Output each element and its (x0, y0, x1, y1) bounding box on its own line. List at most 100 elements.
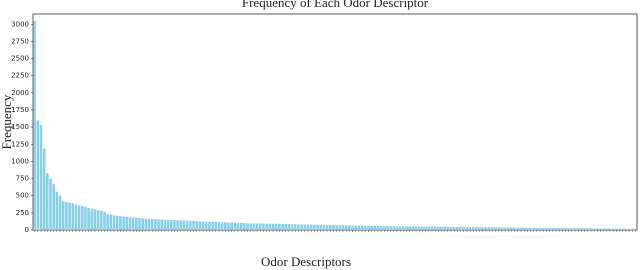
bar (389, 226, 392, 230)
bar (166, 219, 170, 230)
bar (128, 217, 132, 230)
bar (309, 224, 313, 230)
bar (173, 220, 176, 230)
bar (500, 227, 504, 230)
bar (112, 215, 116, 230)
bar (402, 226, 405, 230)
y-tick-label: 250 (16, 209, 29, 217)
bar (433, 226, 437, 230)
bar (510, 227, 513, 230)
bar (602, 228, 605, 230)
bar (462, 226, 466, 230)
bar (96, 210, 100, 230)
y-tick-label: 1250 (11, 140, 29, 148)
bar (71, 203, 75, 230)
y-tick-label: 3000 (11, 20, 29, 28)
bar (150, 219, 154, 230)
bar (634, 228, 637, 230)
bar (115, 215, 119, 230)
bar (506, 227, 510, 230)
bar (316, 224, 319, 230)
bar (363, 225, 367, 230)
bar (481, 227, 485, 230)
bar (68, 202, 71, 230)
bar (417, 226, 421, 230)
bar (583, 228, 586, 230)
bar (87, 208, 90, 230)
bar (430, 226, 434, 230)
bar (179, 220, 183, 230)
y-tick-label: 1500 (11, 123, 29, 131)
bar (271, 223, 275, 230)
bar (252, 223, 256, 230)
bar (135, 217, 138, 230)
bar (109, 214, 113, 230)
bar (281, 223, 284, 230)
bar (548, 227, 551, 230)
bar (217, 222, 221, 230)
bar (33, 20, 36, 230)
bar (526, 227, 529, 230)
bar (573, 228, 577, 230)
bar (348, 225, 351, 230)
bar (170, 219, 173, 230)
bar (214, 221, 218, 230)
bar (141, 218, 144, 230)
bar (386, 226, 389, 230)
bar (233, 222, 237, 230)
bar (274, 223, 278, 230)
bar (201, 221, 205, 230)
bar (627, 228, 631, 230)
bar (160, 219, 164, 230)
bar (144, 218, 148, 230)
bar (605, 228, 609, 230)
bar (61, 201, 65, 230)
plot-frame (32, 13, 638, 231)
bar (65, 201, 68, 230)
bar (106, 214, 109, 230)
bar (491, 227, 494, 230)
bar (42, 148, 46, 230)
bar (58, 195, 62, 230)
bar (561, 228, 564, 230)
bar (503, 227, 507, 230)
bar (259, 223, 262, 230)
bar (255, 223, 259, 230)
bar (519, 227, 523, 230)
bar (220, 222, 224, 230)
bar (322, 224, 326, 230)
bar (332, 225, 335, 230)
bar (452, 226, 456, 230)
bar (370, 225, 373, 230)
y-tick-label: 0 (25, 226, 29, 234)
bar (39, 125, 43, 230)
bar (52, 184, 55, 230)
bar (224, 222, 227, 230)
bar (367, 225, 370, 230)
bar (306, 224, 310, 230)
bar (570, 228, 574, 230)
bar (360, 225, 364, 230)
bar (290, 224, 294, 230)
bar (204, 221, 208, 230)
bar (239, 223, 243, 230)
bar (268, 223, 272, 230)
bar (478, 227, 481, 230)
bar (93, 209, 97, 230)
bar (227, 222, 230, 230)
bar (449, 226, 453, 230)
bar (554, 228, 558, 230)
bar (379, 226, 383, 230)
bar (119, 216, 122, 230)
bar (494, 227, 497, 230)
bar (589, 228, 593, 230)
bar (341, 225, 345, 230)
bar (522, 227, 526, 230)
y-tick-label: 500 (16, 192, 29, 200)
bar (395, 226, 399, 230)
bar (440, 226, 443, 230)
bar (55, 191, 59, 230)
y-tick-label: 1000 (11, 157, 29, 165)
bar (484, 227, 488, 230)
